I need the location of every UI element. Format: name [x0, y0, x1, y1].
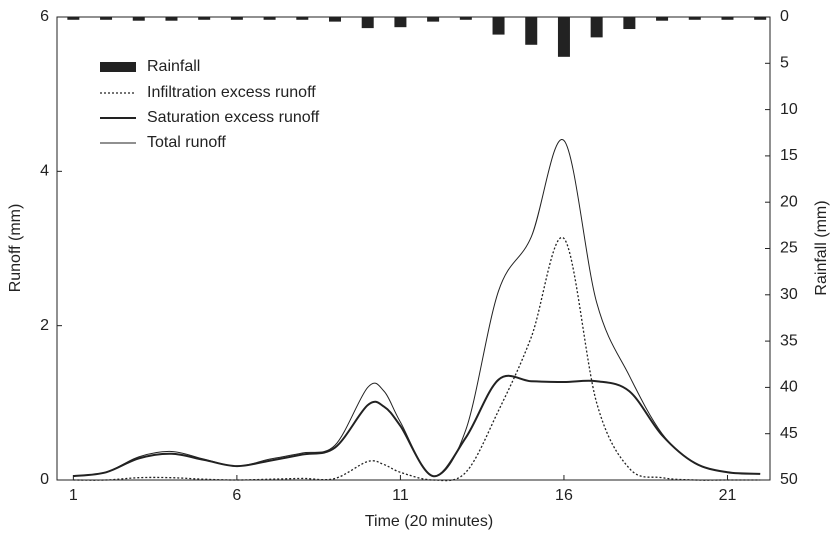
rain-bar: [230, 17, 243, 20]
x-tick-label: 6: [232, 487, 241, 504]
rain-bar: [459, 17, 472, 20]
rain-bar: [427, 17, 440, 22]
rain-bar: [721, 17, 734, 20]
rain-bar: [525, 17, 538, 45]
rain-bar: [198, 17, 211, 20]
y2-axis-label: Rainfall (mm): [813, 200, 830, 295]
rain-bar: [296, 17, 309, 20]
y2-tick-label: 50: [780, 471, 798, 488]
y-axis-label: Runoff (mm): [7, 204, 24, 293]
rain-bar: [754, 17, 767, 20]
rain-bar: [688, 17, 701, 20]
x-tick-label: 11: [392, 487, 409, 504]
rain-bar: [100, 17, 113, 20]
rain-bar: [165, 17, 178, 21]
rain-bar: [492, 17, 505, 35]
y2-tick-label: 0: [780, 8, 789, 25]
runoff-line: [73, 374, 761, 478]
y-tick-label: 4: [40, 163, 49, 180]
rain-bar: [557, 17, 570, 57]
y2-tick-label: 40: [780, 379, 798, 396]
legend-label: Saturation excess runoff: [147, 109, 320, 126]
x-axis-label: Time (20 minutes): [365, 513, 493, 530]
rain-bar: [394, 17, 407, 28]
y-tick-label: 0: [40, 471, 49, 488]
y2-tick-label: 5: [780, 55, 789, 72]
y-tick-label: 6: [40, 8, 49, 25]
legend-swatch: [100, 62, 136, 72]
x-tick-label: 16: [555, 487, 573, 504]
y2-tick-label: 25: [780, 240, 798, 257]
y2-tick-label: 15: [780, 147, 798, 164]
runoff-line: [73, 139, 761, 477]
rain-bar: [132, 17, 145, 21]
rain-bar: [263, 17, 276, 20]
y2-tick-label: 30: [780, 286, 798, 303]
x-tick-label: 1: [69, 487, 78, 504]
y-tick-label: 2: [40, 317, 49, 334]
x-tick-label: 21: [719, 487, 737, 504]
legend-label: Rainfall: [147, 58, 200, 75]
rain-bar: [656, 17, 669, 21]
rain-bar: [329, 17, 342, 22]
rain-bar: [623, 17, 636, 30]
y2-tick-label: 20: [780, 193, 798, 210]
legend-label: Infiltration excess runoff: [147, 84, 316, 101]
rain-bar: [67, 17, 80, 20]
runoff-line: [73, 236, 761, 482]
y2-tick-label: 35: [780, 332, 798, 349]
rain-bar: [590, 17, 603, 38]
legend-label: Total runoff: [147, 134, 226, 151]
y2-tick-label: 45: [780, 425, 798, 442]
rain-bar: [361, 17, 374, 29]
y2-tick-label: 10: [780, 101, 798, 118]
